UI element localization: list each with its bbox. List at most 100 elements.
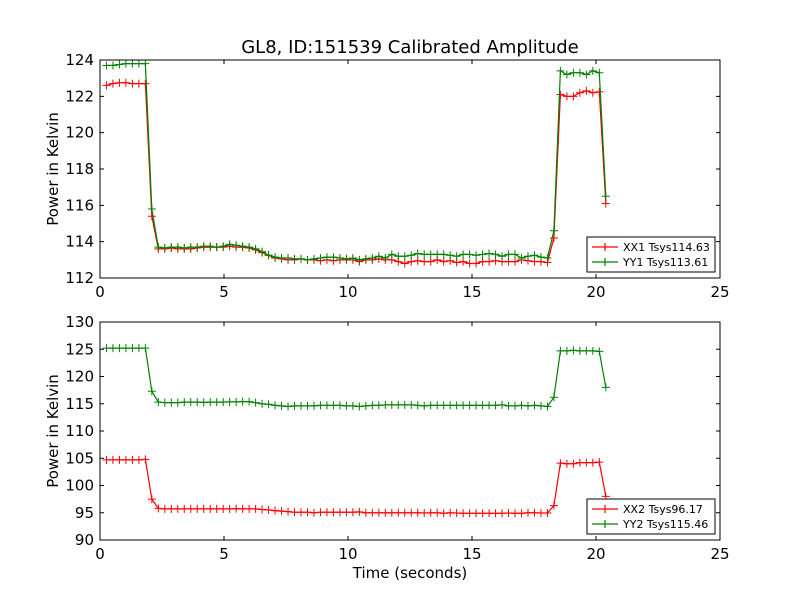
data-point-marker (309, 254, 318, 263)
data-point-marker (530, 401, 539, 410)
data-point-marker (549, 226, 558, 235)
y-tick-label: 110 (65, 422, 94, 440)
data-point-marker (271, 253, 280, 262)
data-point-marker (303, 508, 312, 517)
data-point-marker (141, 455, 150, 464)
data-point-marker (400, 252, 409, 261)
data-point-marker (588, 88, 597, 97)
data-point-marker (329, 253, 338, 262)
data-point-marker (439, 250, 448, 259)
data-point-marker (517, 401, 526, 410)
y-tick-label: 118 (65, 160, 94, 178)
y-tick-label: 120 (65, 368, 94, 386)
data-point-marker (400, 259, 409, 268)
y-tick-label: 116 (65, 196, 94, 214)
x-tick-label: 10 (338, 545, 357, 563)
data-point-marker (258, 399, 267, 408)
data-point-marker (517, 509, 526, 518)
data-point-marker (374, 401, 383, 410)
legend-label: XX1 Tsys114.63 (623, 241, 710, 254)
data-point-marker (154, 243, 163, 252)
y-tick-label: 105 (65, 449, 94, 467)
data-point-marker (335, 254, 344, 263)
data-point-marker (595, 347, 604, 356)
data-point-marker (465, 250, 474, 259)
data-point-marker (511, 257, 520, 266)
data-point-marker (472, 259, 481, 268)
data-point-marker (147, 495, 156, 504)
data-point-marker (154, 504, 163, 513)
data-point-marker (348, 254, 357, 263)
data-point-marker (147, 212, 156, 221)
y-tick-label: 90 (75, 531, 94, 549)
legend-label: YY1 Tsys113.61 (622, 256, 708, 269)
data-point-marker (232, 241, 241, 250)
x-tick-label: 0 (95, 283, 105, 301)
data-point-marker (206, 242, 215, 251)
data-point-marker (355, 255, 364, 264)
data-point-marker (238, 242, 247, 251)
data-point-marker (511, 250, 520, 259)
y-tick-label: 130 (65, 313, 94, 331)
data-point-marker (536, 401, 545, 410)
data-point-marker (271, 401, 280, 410)
legend-swatch (592, 258, 618, 266)
data-point-marker (160, 244, 169, 253)
data-point-marker (193, 243, 202, 252)
data-point-marker (147, 387, 156, 396)
data-point-marker (413, 249, 422, 258)
data-point-marker (562, 346, 571, 355)
y-tick-label: 114 (65, 233, 94, 251)
data-point-marker (426, 257, 435, 266)
x-axis-label: Time (seconds) (352, 564, 468, 582)
data-point-marker (284, 402, 293, 411)
data-point-marker (264, 251, 273, 260)
data-point-marker (342, 254, 351, 263)
data-point-marker (478, 250, 487, 259)
data-point-marker (523, 252, 532, 261)
legend-label: XX2 Tsys96.17 (623, 503, 703, 516)
data-point-marker (413, 401, 422, 410)
data-point-marker (154, 398, 163, 407)
data-point-marker (575, 88, 584, 97)
data-point-marker (588, 458, 597, 467)
data-point-marker (452, 252, 461, 261)
y-tick-label: 95 (75, 504, 94, 522)
data-point-marker (582, 86, 591, 95)
data-point-marker (588, 346, 597, 355)
x-tick-label: 0 (95, 545, 105, 563)
data-point-marker (459, 257, 468, 266)
legend: XX1 Tsys114.63 YY1 Tsys113.61 (586, 236, 716, 273)
x-tick-label: 25 (710, 545, 729, 563)
data-point-marker (251, 244, 260, 253)
data-point-marker (511, 401, 520, 410)
data-point-marker (309, 401, 318, 410)
data-point-marker (588, 66, 597, 75)
data-point-marker (562, 70, 571, 79)
data-point-marker (374, 252, 383, 261)
data-point-marker (335, 401, 344, 410)
x-tick-label: 5 (219, 283, 229, 301)
data-point-marker (556, 66, 565, 75)
data-point-marker (258, 505, 267, 514)
data-point-marker (569, 346, 578, 355)
data-point-marker (536, 253, 545, 262)
data-point-marker (439, 509, 448, 518)
y-axis-label-bottom: Power in Kelvin (44, 374, 62, 488)
data-point-marker (433, 508, 442, 517)
data-point-marker (245, 243, 254, 252)
data-point-marker (258, 247, 267, 256)
y-tick-label: 125 (65, 340, 94, 358)
data-point-marker (420, 401, 429, 410)
data-point-marker (595, 458, 604, 467)
x-tick-label: 10 (338, 283, 357, 301)
data-point-marker (472, 251, 481, 260)
data-point-marker (543, 509, 552, 518)
data-point-marker (595, 87, 604, 96)
bottom-subplot: 0 5 10 15 20 25 90 95 100 105 110 115 120 125 130 XX2 T… (65, 313, 729, 563)
data-point-marker (277, 507, 286, 516)
x-tick-label: 5 (219, 545, 229, 563)
data-point-marker (316, 254, 325, 263)
data-point-marker (264, 400, 273, 409)
